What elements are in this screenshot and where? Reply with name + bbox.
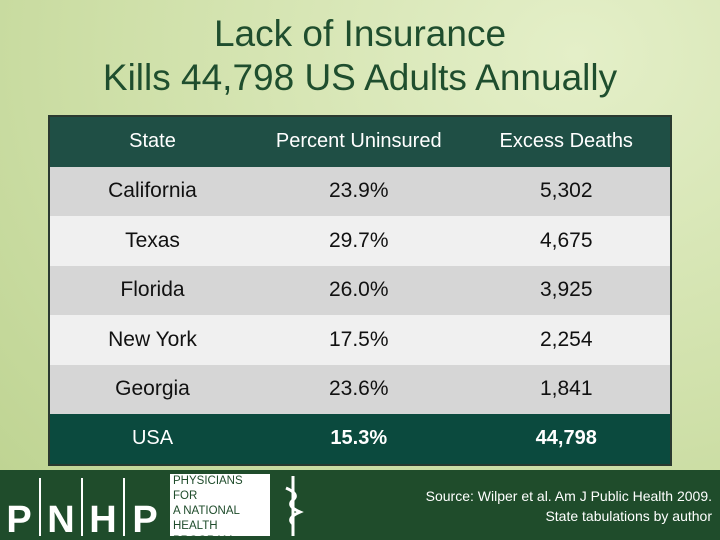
table-row: Florida 26.0% 3,925 [50, 265, 670, 315]
cell: 1,841 [539, 377, 593, 401]
table-row: State Percent Uninsured Excess Deaths [50, 117, 670, 167]
cell: 2,254 [539, 327, 593, 351]
cell: California [108, 179, 197, 203]
logo-letter: N [47, 499, 74, 540]
header-cell: Percent Uninsured [275, 130, 442, 153]
source: Source: Wilper et al. Am J Public Health… [426, 486, 712, 526]
logo-letter: P [132, 499, 157, 540]
cell: 23.9% [328, 179, 389, 203]
logo-letter: H [89, 499, 116, 540]
cell: New York [108, 327, 197, 351]
table-row: New York 17.5% 2,254 [50, 315, 670, 365]
cell: Florida [120, 278, 185, 302]
cell: 5,302 [539, 179, 593, 203]
cell: Georgia [115, 377, 190, 401]
logo-name: PHYSICIANS FOR A NATIONAL HEALTH PROGRAM [170, 474, 270, 540]
table: State Percent Uninsured Excess Deaths Calif… [48, 115, 672, 466]
total-cell: 44,798 [535, 427, 597, 450]
logo-letter: P [6, 499, 31, 540]
caduceus-icon [285, 476, 304, 536]
table-row: Texas 29.7% 4,675 [50, 216, 670, 266]
title-line: Kills 44,798 US Adults Annually [102, 57, 618, 98]
title-line: Lack of Insurance [213, 13, 507, 54]
total-cell: USA [131, 427, 174, 450]
total-cell: 15.3% [330, 427, 388, 450]
cell: 17.5% [328, 327, 389, 351]
source-line: Source: Wilper et al. Am J Public Health… [425, 488, 712, 504]
logo-name-line: A NATIONAL [173, 505, 240, 517]
logo-name-line: PHYSICIANS FOR [173, 475, 243, 502]
logo-name-line: PROGRAM [173, 534, 270, 540]
header-cell: Excess Deaths [499, 130, 633, 153]
cell: 4,675 [539, 228, 593, 252]
table-row: Georgia 23.6% 1,841 [50, 364, 670, 414]
source-line: State tabulations by author [545, 508, 712, 524]
title: Lack of Insurance Kills 44,798 US Adults… [0, 12, 720, 100]
cell: Texas [125, 228, 180, 252]
cell: 26.0% [328, 278, 389, 302]
cell: 23.6% [328, 377, 389, 401]
logo-name-line: HEALTH [173, 520, 218, 532]
cell: 29.7% [328, 228, 389, 252]
table-row: USA 15.3% 44,798 [50, 414, 670, 464]
header-cell: State [129, 130, 176, 153]
cell: 3,925 [539, 278, 593, 302]
footer-band [0, 470, 720, 540]
table-row: California 23.9% 5,302 [50, 166, 670, 216]
